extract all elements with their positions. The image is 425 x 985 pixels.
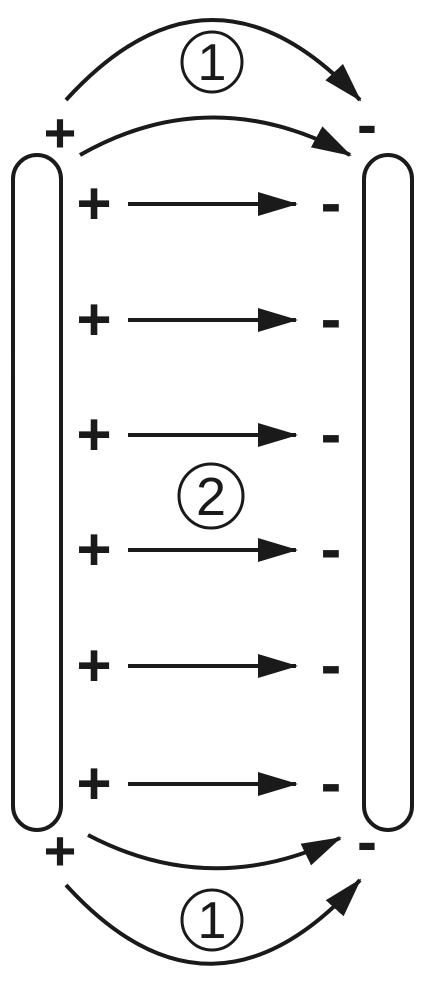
circled-label-1-bottom: 1 xyxy=(180,888,244,952)
plus-sign-bottom-left: + xyxy=(44,819,77,882)
circled-label-2: 2 xyxy=(177,462,245,530)
field-line-row: + - xyxy=(76,749,341,818)
field-line-row: + - xyxy=(76,400,341,469)
field-line-row: + - xyxy=(76,515,341,584)
fringe-arc-bottom-inner xyxy=(87,833,342,871)
plus-sign: + xyxy=(76,286,111,353)
plus-sign: + xyxy=(76,401,111,468)
minus-sign-top-right: - xyxy=(357,91,377,158)
field-line-row: + - xyxy=(76,631,341,700)
fringe-arc-bottom-outer xyxy=(64,878,362,966)
plus-sign: + xyxy=(76,516,111,583)
minus-sign: - xyxy=(321,285,342,354)
field-line-row: + - xyxy=(76,169,341,238)
minus-sign-bottom-right: - xyxy=(357,808,377,875)
right-plate xyxy=(362,153,414,832)
plus-sign: + xyxy=(76,170,111,237)
field-line-row: + - xyxy=(76,285,341,354)
minus-sign: - xyxy=(321,400,342,469)
left-plate xyxy=(11,153,63,832)
plus-sign: + xyxy=(76,750,111,817)
minus-sign: - xyxy=(321,169,342,238)
uniform-field-lines: + -+ -+ -+ -+ -+ - xyxy=(76,169,341,818)
minus-sign: - xyxy=(321,749,342,818)
circled-label-1-top: 1 xyxy=(180,30,244,94)
svg-text:1: 1 xyxy=(198,34,227,92)
svg-text:2: 2 xyxy=(196,467,226,527)
fringe-arc-top-outer xyxy=(64,18,362,102)
minus-sign: - xyxy=(321,631,342,700)
plus-sign: + xyxy=(76,632,111,699)
minus-sign: - xyxy=(321,515,342,584)
plus-sign-top-left: + xyxy=(44,101,77,164)
svg-text:1: 1 xyxy=(198,892,227,950)
fringe-arc-top-inner xyxy=(79,115,352,157)
